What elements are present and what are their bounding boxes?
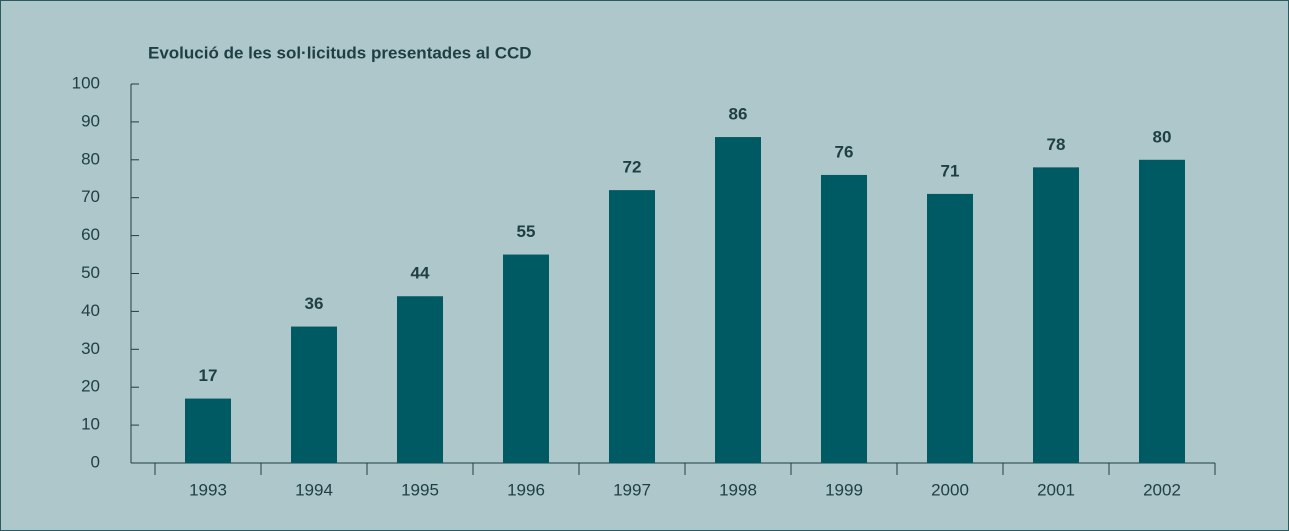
x-tick-label: 1995: [401, 480, 439, 499]
y-tick-label: 80: [81, 149, 100, 168]
bar: [503, 254, 549, 463]
value-label: 80: [1153, 127, 1172, 146]
value-label: 72: [623, 158, 642, 177]
x-tick-label: 2002: [1143, 480, 1181, 499]
value-label: 44: [411, 264, 430, 283]
y-tick-label: 70: [81, 187, 100, 206]
x-tick-label: 1993: [189, 480, 227, 499]
x-tick-label: 1997: [613, 480, 651, 499]
bar: [927, 193, 973, 463]
bar: [1139, 159, 1185, 464]
y-tick-label: 10: [81, 415, 100, 434]
y-tick-label: 50: [81, 263, 100, 282]
bar: [185, 398, 231, 463]
x-tick-label: 1998: [719, 480, 757, 499]
y-tick-label: 30: [81, 339, 100, 358]
bar: [397, 296, 443, 463]
value-label: 71: [941, 161, 960, 180]
value-label: 17: [199, 366, 218, 385]
y-tick-label: 20: [81, 377, 100, 396]
x-tick-label: 2001: [1037, 480, 1075, 499]
value-label: 76: [835, 142, 854, 161]
bar: [821, 174, 867, 463]
value-label: 78: [1047, 135, 1066, 154]
value-label: 36: [305, 294, 324, 313]
y-tick-label: 40: [81, 301, 100, 320]
value-label: 86: [729, 105, 748, 124]
y-tick-label: 100: [72, 73, 100, 92]
x-tick-label: 1996: [507, 480, 545, 499]
y-tick-label: 60: [81, 225, 100, 244]
y-tick-label: 90: [81, 111, 100, 130]
x-tick-label: 2000: [931, 480, 969, 499]
bar: [291, 326, 337, 463]
value-label: 55: [517, 222, 536, 241]
bar: [609, 190, 655, 463]
y-tick-label: 0: [91, 452, 100, 471]
bar: [1033, 167, 1079, 463]
chart-title: Evolució de les sol·licituds presentades…: [148, 43, 532, 62]
bar: [715, 137, 761, 463]
x-tick-label: 1999: [825, 480, 863, 499]
x-tick-label: 1994: [295, 480, 333, 499]
